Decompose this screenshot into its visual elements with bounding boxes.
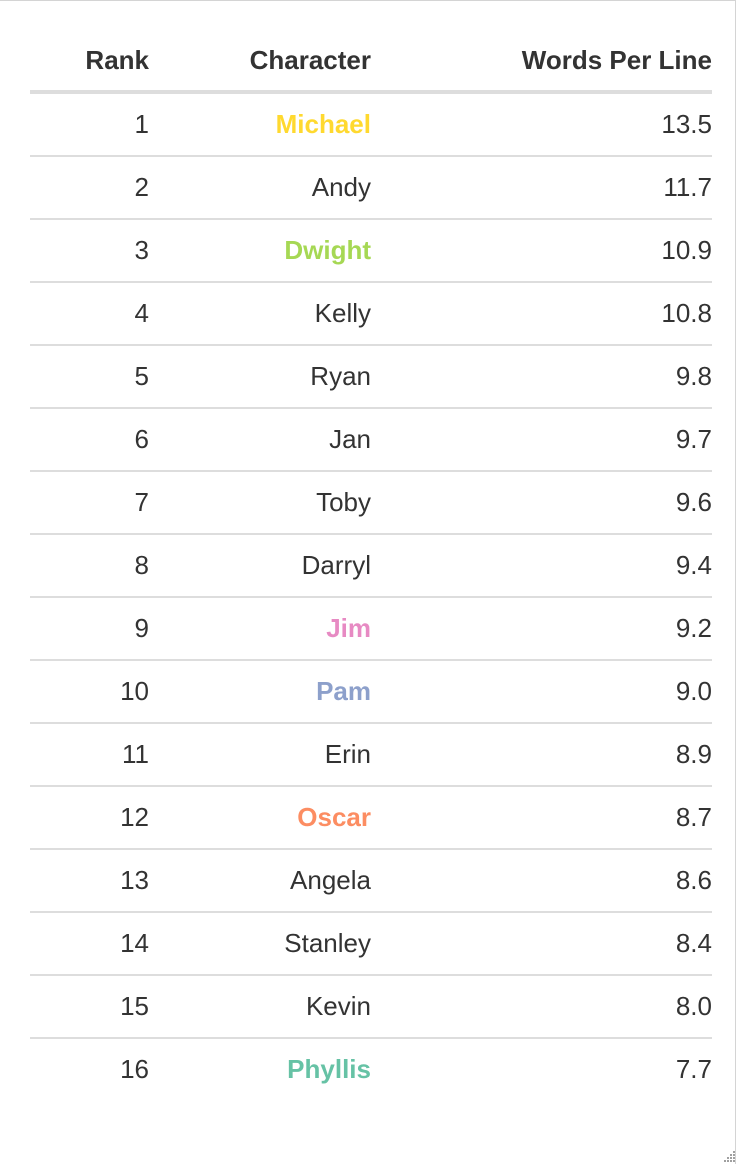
character-cell: Jim [150, 597, 371, 661]
rank-cell: 8 [30, 534, 150, 598]
words-per-line-cell: 9.2 [371, 597, 712, 661]
rank-cell: 2 [30, 156, 150, 220]
words-per-line-cell: 9.6 [371, 471, 712, 535]
words-per-line-cell: 10.9 [371, 219, 712, 283]
rank-cell: 1 [30, 92, 150, 157]
table-body: 1 Michael 13.5 2 Andy 11.7 3 Dwight 10.9 4 Kelly 10… [30, 92, 712, 1100]
words-per-line-cell: 13.5 [371, 92, 712, 157]
words-per-line-table: Rank Character Words Per Line 1 Michael 13… [30, 30, 712, 1100]
header-row: Rank Character Words Per Line [30, 30, 712, 94]
table-row: 14 Stanley 8.4 [30, 912, 712, 976]
character-cell: Toby [150, 471, 371, 535]
table-row: 7 Toby 9.6 [30, 471, 712, 535]
table-row: 5 Ryan 9.8 [30, 345, 712, 409]
table-row: 8 Darryl 9.4 [30, 534, 712, 598]
character-cell: Kelly [150, 282, 371, 346]
character-cell: Kevin [150, 975, 371, 1039]
words-per-line-cell: 8.7 [371, 786, 712, 850]
rank-cell: 14 [30, 912, 150, 976]
character-cell: Stanley [150, 912, 371, 976]
rank-cell: 16 [120, 1054, 149, 1084]
character-cell: Ryan [150, 345, 371, 409]
words-per-line-cell: 8.9 [371, 723, 712, 787]
character-cell: Andy [150, 156, 371, 220]
table-row: 13 Angela 8.6 [30, 849, 712, 913]
character-cell: Michael [150, 92, 371, 157]
character-cell: Darryl [150, 534, 371, 598]
words-per-line-cell: 11.7 [371, 156, 712, 220]
words-per-line-cell: 9.4 [371, 534, 712, 598]
table-row: 6 Jan 9.7 [30, 408, 712, 472]
words-per-line-cell: 8.4 [371, 912, 712, 976]
rank-cell: 15 [30, 975, 150, 1039]
table-row: 10 Pam 9.0 [30, 660, 712, 724]
table-row: 1 Michael 13.5 [30, 92, 712, 157]
rank-cell: 5 [30, 345, 150, 409]
words-per-line-cell: 9.7 [371, 408, 712, 472]
table-row: 11 Erin 8.9 [30, 723, 712, 787]
character-cell: Oscar [150, 786, 371, 850]
table-row: 12 Oscar 8.7 [30, 786, 712, 850]
words-per-line-cell: 10.8 [371, 282, 712, 346]
words-per-line-cell: 7.7 [675, 1054, 712, 1084]
rank-cell: 7 [30, 471, 150, 535]
table-row: 4 Kelly 10.8 [30, 282, 712, 346]
words-per-line-cell: 8.0 [371, 975, 712, 1039]
rank-column-header: Rank [30, 30, 150, 94]
resize-grip-icon[interactable] [722, 1150, 736, 1164]
table-row: 2 Andy 11.7 [30, 156, 712, 220]
character-cell: Erin [150, 723, 371, 787]
character-cell: Dwight [150, 219, 371, 283]
table-row: 3 Dwight 10.9 [30, 219, 712, 283]
words-per-line-cell: 9.8 [371, 345, 712, 409]
words-per-line-cell: 9.0 [371, 660, 712, 724]
character-cell: Pam [150, 660, 371, 724]
words-per-line-column-header: Words Per Line [371, 30, 712, 94]
character-cell: Phyllis [287, 1054, 371, 1084]
table-row: 9 Jim 9.2 [30, 597, 712, 661]
rank-cell: 3 [30, 219, 150, 283]
rank-cell: 9 [30, 597, 150, 661]
table-row: 15 Kevin 8.0 [30, 975, 712, 1039]
rank-cell: 13 [30, 849, 150, 913]
table-header: Rank Character Words Per Line [30, 30, 712, 94]
rank-cell: 6 [30, 408, 150, 472]
words-per-line-cell: 8.6 [371, 849, 712, 913]
rank-cell: 10 [30, 660, 150, 724]
character-cell: Jan [150, 408, 371, 472]
rank-cell: 11 [30, 723, 150, 787]
table-row: 16 Phyllis 7.7 [30, 1038, 712, 1100]
rank-cell: 12 [30, 786, 150, 850]
character-column-header: Character [150, 30, 371, 94]
character-cell: Angela [150, 849, 371, 913]
rank-cell: 4 [30, 282, 150, 346]
